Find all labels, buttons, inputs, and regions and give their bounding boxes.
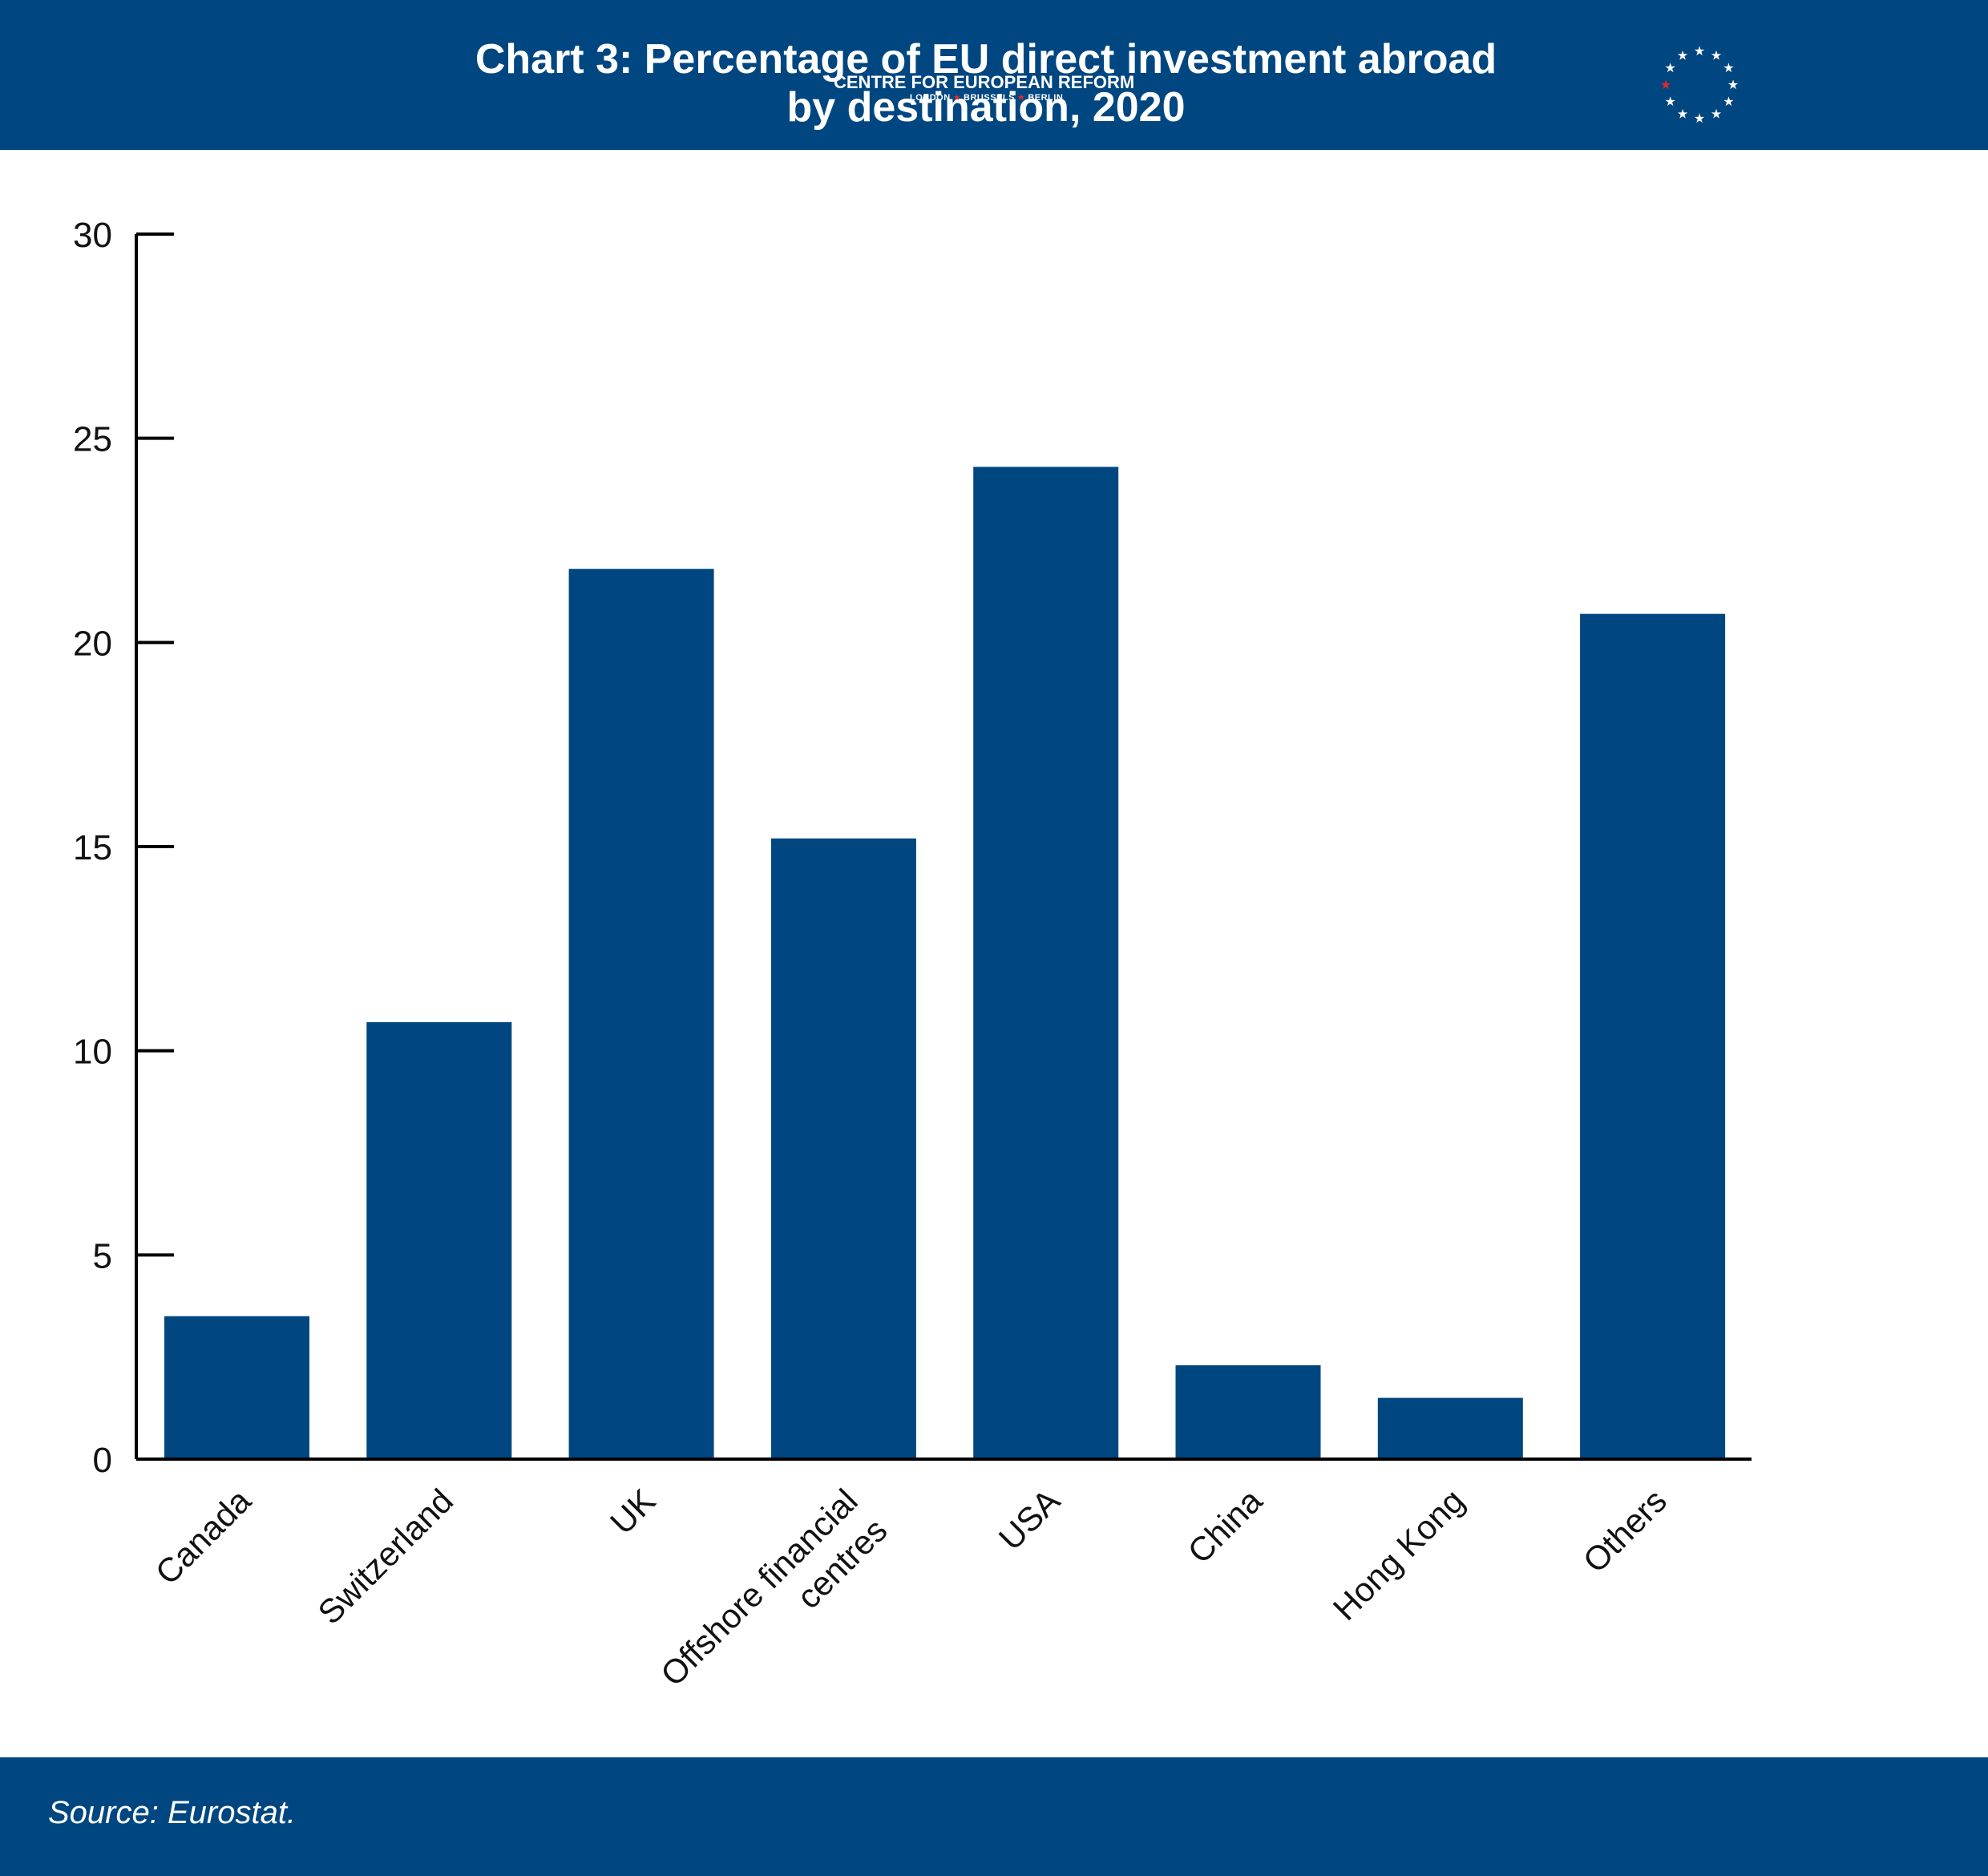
bar-chart: 0 5 10 15 20 25 30 Canada Switzerland UKOffshore… [73,216,1752,1723]
logo-name: CENTRE FOR EUROPEAN REFORM [834,72,1135,92]
y-tick-label: 20 [73,624,112,663]
logo-city-brussels: BRUSSELS [964,93,1015,103]
logo-star-icon: ★ [1723,94,1734,109]
logo-star-icon: ★ [1664,60,1675,75]
chart-title: Chart 3: Percentage of EU direct investm… [353,35,1619,131]
bar [164,1316,309,1459]
x-tick-label: USA [992,1482,1067,1557]
bar [1175,1365,1321,1459]
logo-star-icon: ★ [952,93,962,103]
logo-city-berlin: BERLIN [1028,93,1064,103]
logo-star-icon: ★ [1723,60,1734,75]
logo-star-icon: ★ [1664,94,1675,109]
y-axis: 0 5 10 15 20 25 30 [73,216,174,1480]
logo-star-icon: ★ [1727,77,1739,92]
bar [973,467,1119,1459]
logo-star-icon: ★ [1660,77,1671,92]
logo-star-icon: ★ [1694,111,1705,126]
x-tick-label: Offshore financialcentres [653,1482,895,1723]
header-band: Chart 3: Percentage of EU direct investm… [0,0,1988,150]
y-tick-label: 5 [93,1236,112,1276]
cer-stars-icon: ★ ★★★★★★★★★★★ [1660,43,1739,126]
bar [1580,613,1726,1460]
y-tick-label: 30 [73,216,112,255]
y-tick-label: 10 [73,1033,112,1072]
logo-star-icon: ★ [1016,93,1026,103]
logo-star-icon: ★ [1694,43,1705,59]
bar [366,1022,512,1459]
x-tick-label: Hong Kong [1326,1482,1472,1627]
source-note: Source: Eurostat. [48,1795,297,1830]
logo-star-icon: ★ [1711,48,1722,63]
bars [164,467,1726,1460]
x-tick-label: China [1181,1482,1270,1571]
logo-cities: LONDON ★ BRUSSELS ★ BERLIN [910,92,1063,103]
chart-title-line-2: by destination, 2020 [786,84,1186,131]
bar [1377,1397,1523,1459]
x-tick-label: Others [1576,1482,1674,1579]
x-tick-label: UK [603,1482,663,1542]
y-tick-label: 25 [73,420,112,459]
x-tick-label: Canada [148,1482,259,1592]
bar [770,838,916,1459]
y-tick-label: 0 [93,1441,112,1480]
logo-star-icon: ★ [1677,48,1688,63]
logo-star-icon: ★ [1677,106,1688,121]
footer-band: Source: Eurostat. [0,1757,1988,1876]
logo-city-london: LONDON [910,93,951,103]
x-tick-label: Switzerland [310,1482,460,1631]
chart-title-line-1: Chart 3: Percentage of EU direct investm… [475,36,1497,83]
logo-star-icon: ★ [1711,106,1722,121]
bar [568,568,714,1459]
y-tick-label: 15 [73,828,112,867]
